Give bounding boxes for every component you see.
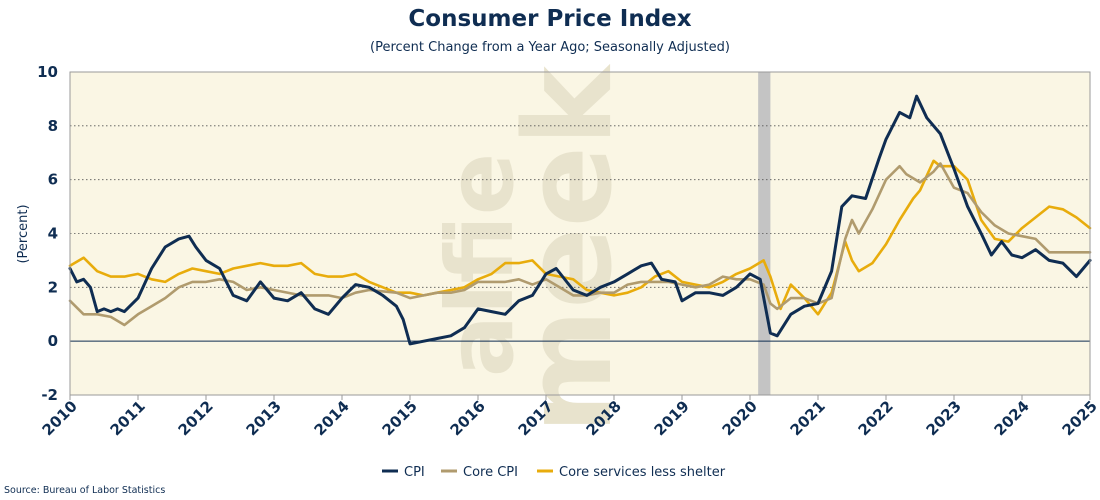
series-lines bbox=[68, 94, 1092, 346]
watermark-line-1: alfie bbox=[427, 153, 534, 377]
series-line-cpi bbox=[68, 94, 1092, 346]
y-axis-label: (Percent) bbox=[16, 204, 31, 263]
recession-shading-layer bbox=[758, 72, 771, 395]
x-tick-label: 2020 bbox=[719, 397, 761, 439]
legend: CPI Core CPI Core services less shelter bbox=[382, 465, 726, 480]
x-tick-label: 2012 bbox=[175, 397, 217, 439]
x-tick-label: 2021 bbox=[787, 397, 829, 439]
x-tick-label: 2014 bbox=[311, 397, 353, 439]
y-tick-label: 4 bbox=[48, 225, 58, 243]
x-tick-label: 2011 bbox=[107, 397, 149, 439]
plot-frame bbox=[69, 71, 1091, 396]
chart-title: Consumer Price Index bbox=[408, 6, 692, 32]
legend-label-core-cpi: Core CPI bbox=[463, 465, 518, 480]
watermark-line-2: meek bbox=[500, 63, 639, 434]
recession-band bbox=[758, 72, 771, 395]
source-note: Source: Bureau of Labor Statistics bbox=[4, 485, 166, 496]
series-line-core-cpi bbox=[68, 162, 1092, 327]
chart-subtitle: (Percent Change from a Year Ago; Seasona… bbox=[370, 40, 730, 55]
y-tick-label: 2 bbox=[48, 278, 58, 296]
x-tick-label: 2019 bbox=[651, 397, 693, 439]
x-tick-label: 2024 bbox=[991, 397, 1033, 439]
y-tick-label: 6 bbox=[48, 171, 58, 189]
x-tick-label: 2022 bbox=[855, 397, 897, 439]
watermark: alfie meek bbox=[427, 63, 639, 434]
gridlines bbox=[70, 125, 1090, 342]
y-tick-label: 8 bbox=[48, 117, 58, 135]
x-tick-label: 2023 bbox=[923, 397, 965, 439]
y-axis-ticks: -2 0 2 4 6 8 10 bbox=[37, 63, 58, 404]
x-tick-label: 2015 bbox=[379, 397, 421, 439]
legend-label-core-services-less-shelter: Core services less shelter bbox=[559, 465, 726, 480]
x-tick-label: 2013 bbox=[243, 397, 285, 439]
y-tick-label: 0 bbox=[48, 332, 58, 350]
y-tick-label: 10 bbox=[37, 63, 58, 81]
y-tick-label: -2 bbox=[41, 386, 58, 404]
legend-label-cpi: CPI bbox=[404, 465, 425, 480]
x-tick-label: 2016 bbox=[447, 397, 489, 439]
x-tick-label: 2025 bbox=[1059, 397, 1100, 439]
